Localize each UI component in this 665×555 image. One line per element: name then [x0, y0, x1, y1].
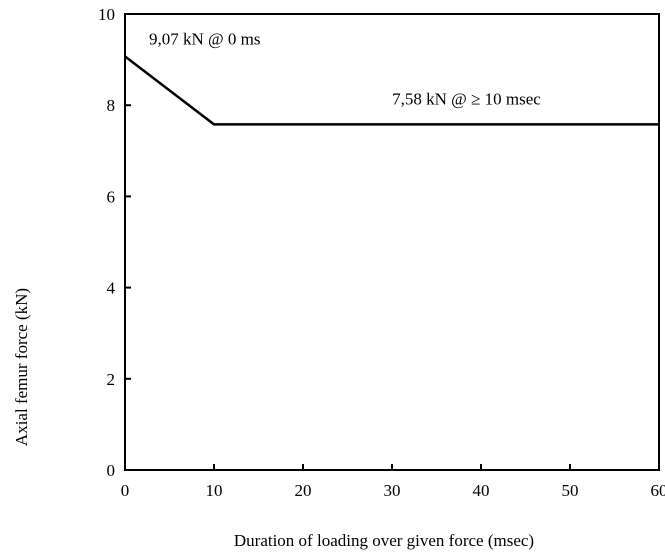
y-tick-label: 4 [107, 279, 116, 298]
plot-frame [124, 13, 660, 471]
x-tick-label: 50 [562, 481, 579, 500]
series-line [124, 55, 659, 126]
ticks: 0 10 20 30 40 50 60 0 2 4 6 8 10 [98, 5, 665, 500]
x-tick-label: 30 [384, 481, 401, 500]
axes [124, 13, 660, 471]
y-tick-label: 10 [98, 5, 115, 24]
x-axis-title: Duration of loading over given force (ms… [234, 531, 534, 550]
y-tick-label: 6 [107, 187, 116, 206]
x-tick-label: 60 [651, 481, 665, 500]
annotation-plateau: 7,58 kN @ ≥ 10 msec [392, 89, 541, 108]
y-tick-label: 0 [107, 461, 116, 480]
y-axis-title: Axial femur force (kN) [12, 288, 31, 446]
x-tick-label: 0 [121, 481, 130, 500]
y-tick-label: 2 [107, 370, 116, 389]
annotation-start: 9,07 kN @ 0 ms [149, 29, 261, 48]
y-tick-label: 8 [107, 96, 116, 115]
series [124, 55, 659, 126]
x-tick-label: 40 [473, 481, 490, 500]
annotations: 9,07 kN @ 0 ms 7,58 kN @ ≥ 10 msec [149, 29, 541, 108]
x-tick-label: 10 [206, 481, 223, 500]
x-tick-label: 20 [295, 481, 312, 500]
